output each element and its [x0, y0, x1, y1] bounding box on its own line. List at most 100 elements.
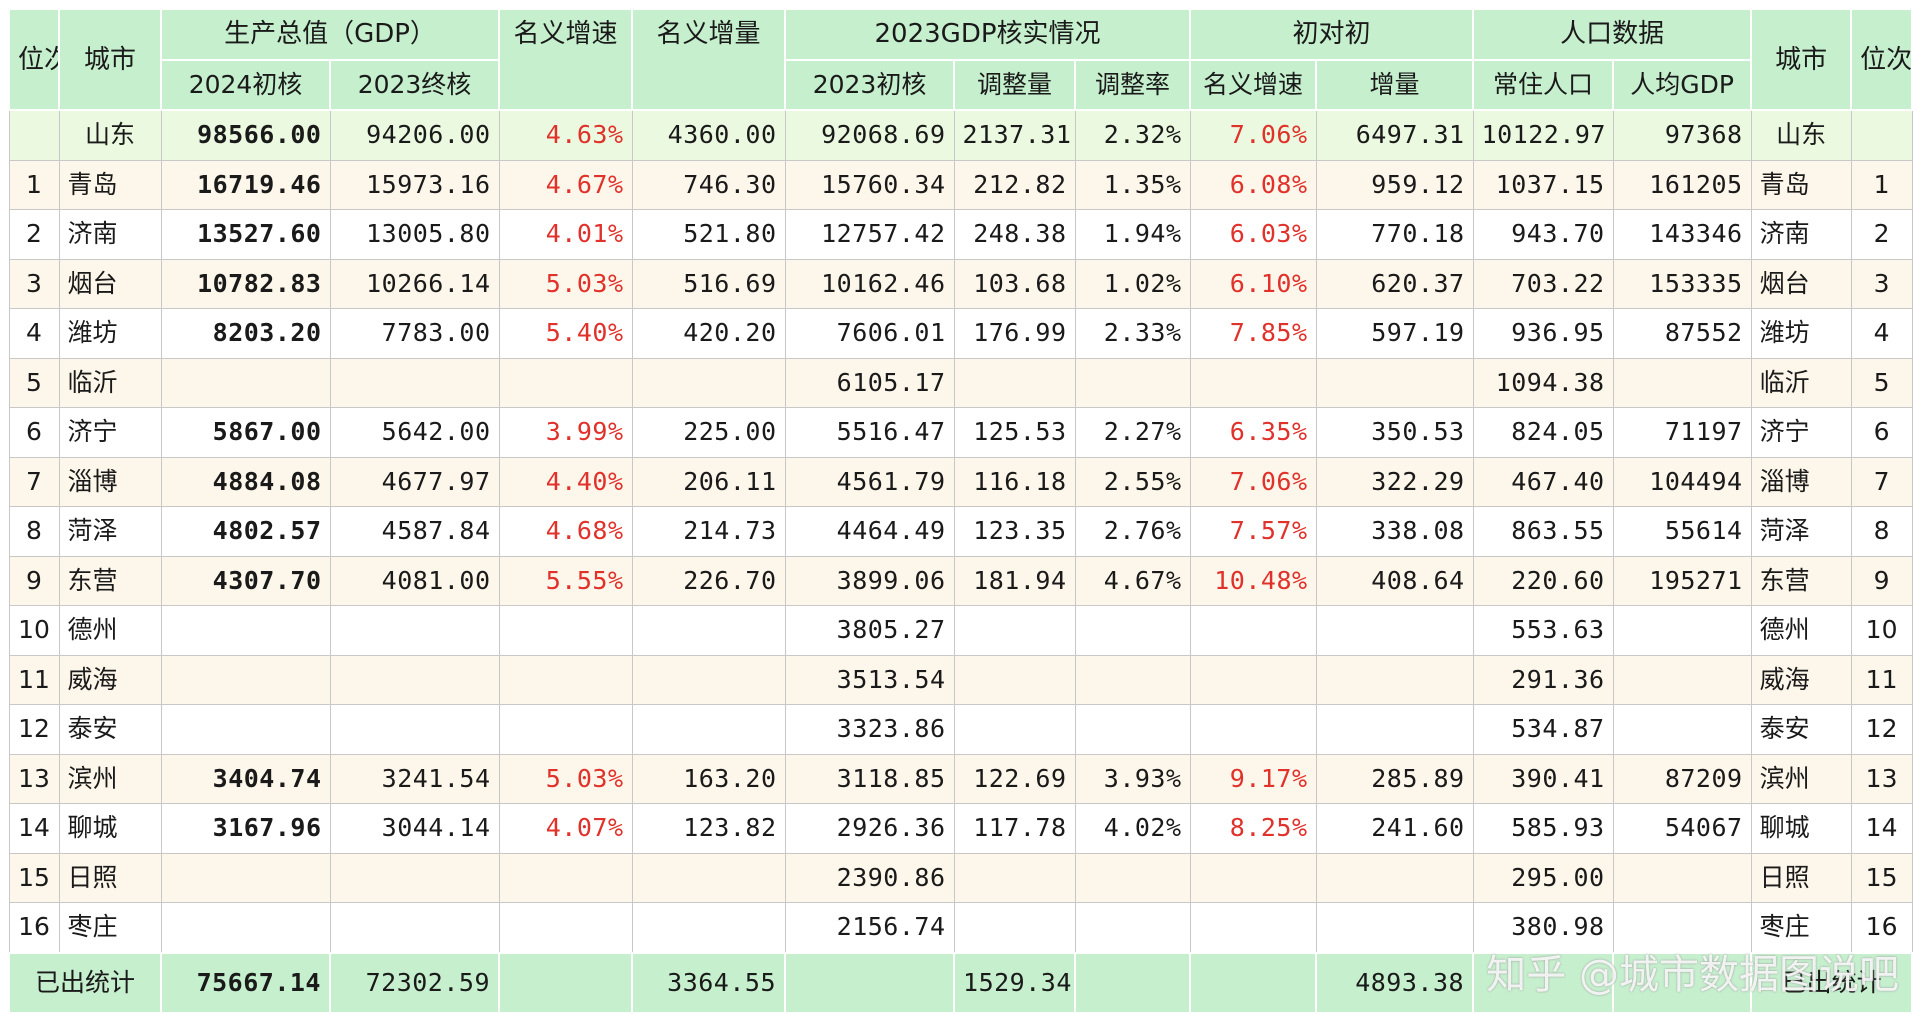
cell-adj-rate: 2.33% [1074, 308, 1191, 359]
cell-city-r: 泰安 [1750, 704, 1852, 755]
cell-pop: 863.55 [1472, 506, 1614, 557]
cell-per-capita [1612, 605, 1752, 656]
cell-adj: 125.53 [953, 407, 1076, 458]
cell-gdp2023 [329, 357, 500, 408]
table-row: 1 青岛 16719.46 15973.16 4.67% 746.30 15760.34 21… [8, 159, 1913, 210]
cell-i2i-increase [1315, 852, 1474, 903]
cell-adj-rate: 1.94% [1074, 209, 1191, 260]
cell-per-capita: 104494 [1612, 456, 1752, 507]
cell-growth: 5.03% [498, 753, 633, 804]
cell-init2023: 3323.86 [784, 704, 955, 755]
cell-i2i-growth: 7.06% [1189, 456, 1317, 507]
cell-gdp2024: 4802.57 [160, 506, 331, 557]
cell-adj-rate: 4.02% [1074, 803, 1191, 854]
cell-pop: 585.93 [1472, 803, 1614, 854]
cell-city-r: 淄博 [1750, 456, 1852, 507]
cell-adj: 116.18 [953, 456, 1076, 507]
cell-rank-r: 12 [1850, 704, 1913, 755]
cell-per-capita: 87552 [1612, 308, 1752, 359]
table-row: 12 泰安 3323.86 534.87 泰安 12 [8, 704, 1913, 755]
cell-growth: 5.55% [498, 555, 633, 606]
cell-init2023: 3899.06 [784, 555, 955, 606]
cell-i2i-increase [1315, 605, 1474, 656]
cell-adj-rate: 1.02% [1074, 258, 1191, 309]
cell-i2i-increase [1315, 654, 1474, 705]
cell-init2023: 3118.85 [784, 753, 955, 804]
table-row: 2 济南 13527.60 13005.80 4.01% 521.80 12757.42 24… [8, 209, 1913, 260]
total-row: 已出统计 75667.14 72302.59 3364.55 1529.34 4… [8, 951, 1914, 1014]
cell-adj [953, 852, 1076, 903]
header-nominal-growth: 名义增速 [498, 8, 634, 111]
cell-gdp2023 [329, 654, 500, 705]
cell-city: 临沂 [58, 357, 162, 408]
cell-adj-rate [1074, 654, 1191, 705]
cell-increase: 746.30 [631, 159, 786, 210]
total-growth-empty [498, 951, 634, 1014]
cell-pop: 1037.15 [1472, 159, 1614, 210]
cell-gdp2023: 10266.14 [329, 258, 500, 309]
cell-gdp2024: 3167.96 [160, 803, 331, 854]
cell-gdp2024: 3404.74 [160, 753, 331, 804]
cell-i2i-growth: 6.10% [1189, 258, 1317, 309]
gdp-table-sheet: 位次 城市 生产总值（GDP） 名义增速 名义增量 2023GDP核实情况 初对… [8, 8, 1914, 1014]
cell-rank-r: 16 [1850, 902, 1913, 953]
cell-adj [953, 704, 1076, 755]
cell-city: 枣庄 [58, 902, 162, 953]
cell-gdp2023: 15973.16 [329, 159, 500, 210]
cell-init2023: 7606.01 [784, 308, 955, 359]
cell-adj-rate [1074, 852, 1191, 903]
cell-adj: 103.68 [953, 258, 1076, 309]
cell-i2i-growth [1189, 605, 1317, 656]
cell-city-r: 菏泽 [1750, 506, 1852, 557]
cell-rank: 16 [8, 902, 60, 953]
cell-adj-rate: 2.27% [1074, 407, 1191, 458]
cell-init2023: 12757.42 [784, 209, 955, 260]
province-i2i-increase: 6497.31 [1315, 109, 1474, 161]
cell-i2i-increase [1315, 902, 1474, 953]
province-gdp2023: 94206.00 [329, 109, 500, 161]
table-row: 15 日照 2390.86 295.00 日照 15 [8, 852, 1913, 903]
cell-pop: 380.98 [1472, 902, 1614, 953]
cell-increase [631, 357, 786, 408]
cell-city-r: 临沂 [1750, 357, 1852, 408]
cell-growth [498, 357, 633, 408]
cell-rank: 1 [8, 159, 60, 210]
header-pop-group: 人口数据 [1472, 8, 1753, 61]
cell-city: 泰安 [58, 704, 162, 755]
cell-i2i-growth [1189, 902, 1317, 953]
header-i2i-increase: 增量 [1315, 58, 1475, 111]
cell-increase: 214.73 [631, 506, 786, 557]
cell-rank-r: 7 [1850, 456, 1913, 507]
cell-increase [631, 605, 786, 656]
cell-rank-r: 1 [1850, 159, 1913, 210]
cell-adj-rate: 4.67% [1074, 555, 1191, 606]
cell-gdp2023 [329, 605, 500, 656]
cell-i2i-increase: 597.19 [1315, 308, 1474, 359]
cell-gdp2024 [160, 357, 331, 408]
cell-city: 淄博 [58, 456, 162, 507]
cell-i2i-growth: 7.57% [1189, 506, 1317, 557]
cell-adj-rate: 1.35% [1074, 159, 1191, 210]
cell-i2i-growth: 7.85% [1189, 308, 1317, 359]
table-row: 9 东营 4307.70 4081.00 5.55% 226.70 3899.06 181.9… [8, 555, 1913, 606]
cell-init2023: 15760.34 [784, 159, 955, 210]
cell-i2i-increase: 959.12 [1315, 159, 1474, 210]
cell-per-capita: 143346 [1612, 209, 1752, 260]
cell-rank-r: 6 [1850, 407, 1913, 458]
table-row: 7 淄博 4884.08 4677.97 4.40% 206.11 4561.79 116.1… [8, 456, 1913, 507]
cell-i2i-growth [1189, 852, 1317, 903]
cell-adj: 122.69 [953, 753, 1076, 804]
cell-rank-r: 11 [1850, 654, 1913, 705]
cell-city: 聊城 [58, 803, 162, 854]
header-city: 城市 [58, 8, 162, 111]
cell-growth [498, 654, 633, 705]
cell-city-r: 济宁 [1750, 407, 1852, 458]
cell-per-capita [1612, 704, 1752, 755]
cell-pop: 295.00 [1472, 852, 1614, 903]
province-city: 山东 [58, 109, 162, 161]
cell-increase: 206.11 [631, 456, 786, 507]
cell-per-capita: 195271 [1612, 555, 1752, 606]
cell-adj-rate [1074, 605, 1191, 656]
city-rows: 1 青岛 16719.46 15973.16 4.67% 746.30 15760.34 21… [8, 159, 1913, 953]
cell-gdp2023: 7783.00 [329, 308, 500, 359]
